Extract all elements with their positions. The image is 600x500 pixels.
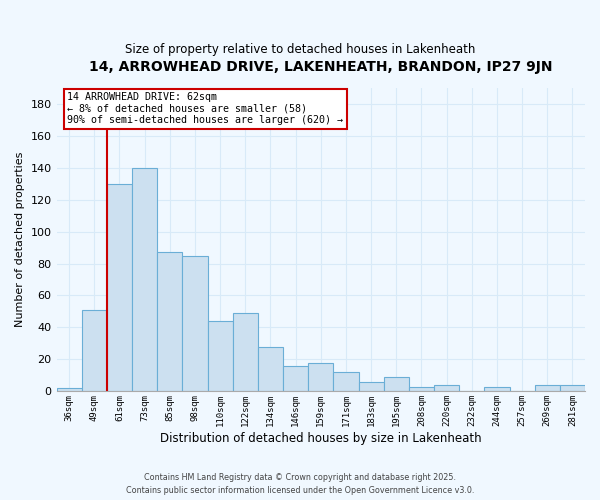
Y-axis label: Number of detached properties: Number of detached properties — [15, 152, 25, 327]
Bar — [258, 346, 283, 392]
Bar — [409, 386, 434, 392]
Bar — [383, 377, 409, 392]
Title: 14, ARROWHEAD DRIVE, LAKENHEATH, BRANDON, IP27 9JN: 14, ARROWHEAD DRIVE, LAKENHEATH, BRANDON… — [89, 60, 553, 74]
Bar — [233, 313, 258, 392]
Bar — [157, 252, 182, 392]
Bar — [56, 388, 82, 392]
Text: Contains HM Land Registry data © Crown copyright and database right 2025.
Contai: Contains HM Land Registry data © Crown c… — [126, 473, 474, 495]
Bar — [308, 362, 334, 392]
Text: 14 ARROWHEAD DRIVE: 62sqm
← 8% of detached houses are smaller (58)
90% of semi-d: 14 ARROWHEAD DRIVE: 62sqm ← 8% of detach… — [67, 92, 343, 126]
Bar — [334, 372, 359, 392]
Bar — [434, 385, 459, 392]
X-axis label: Distribution of detached houses by size in Lakenheath: Distribution of detached houses by size … — [160, 432, 482, 445]
Text: Size of property relative to detached houses in Lakenheath: Size of property relative to detached ho… — [125, 42, 475, 56]
Bar — [82, 310, 107, 392]
Bar — [182, 256, 208, 392]
Bar — [132, 168, 157, 392]
Bar — [560, 385, 585, 392]
Bar — [208, 321, 233, 392]
Bar — [283, 366, 308, 392]
Bar — [107, 184, 132, 392]
Bar — [359, 382, 383, 392]
Bar — [484, 386, 509, 392]
Bar — [535, 385, 560, 392]
